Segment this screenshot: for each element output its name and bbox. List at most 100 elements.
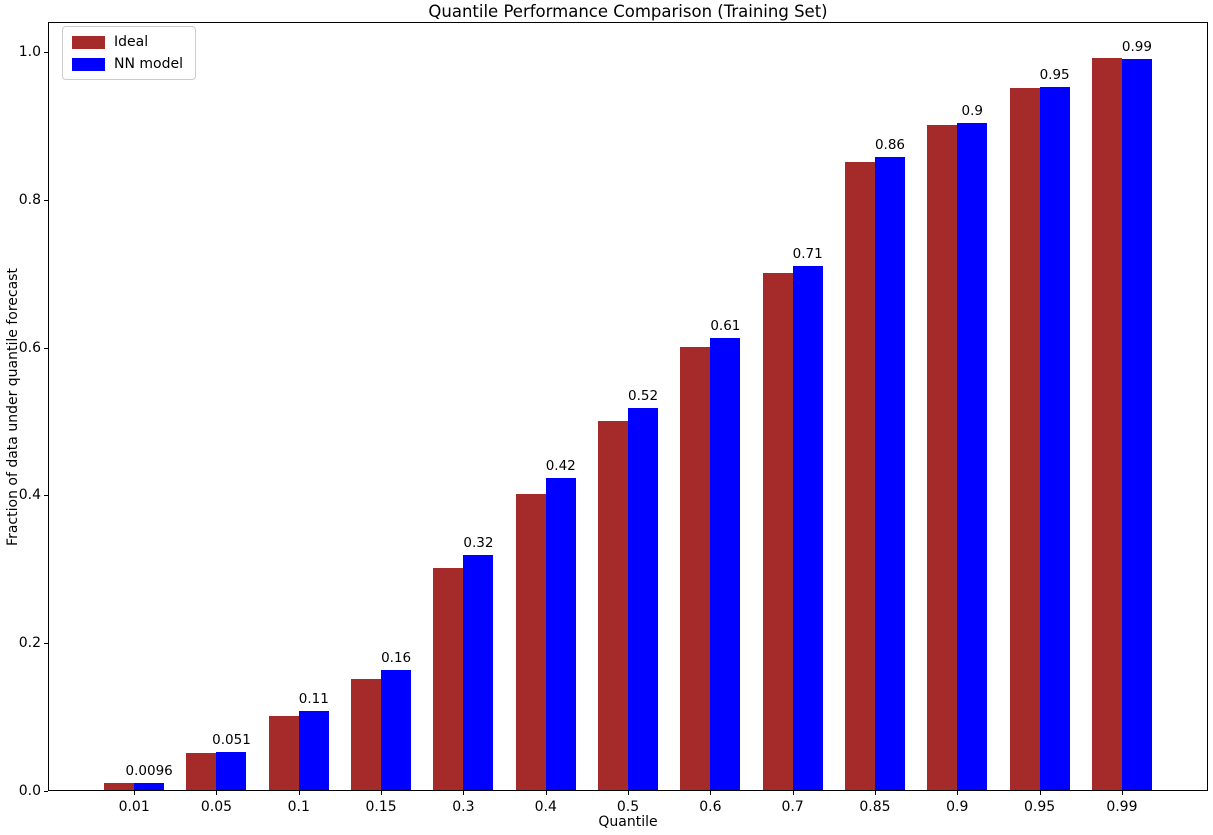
chart-title: Quantile Performance Comparison (Trainin…: [428, 2, 828, 21]
bar-value-label: 0.16: [381, 649, 412, 666]
bar-ideal: [515, 494, 546, 790]
bar-ideal: [104, 782, 135, 790]
bar-nn-model: [957, 122, 988, 790]
y-tick-mark: [44, 791, 48, 792]
x-tick-mark: [545, 791, 547, 795]
bar-ideal: [598, 420, 629, 790]
legend-swatch: [72, 57, 105, 71]
bar-nn-model: [628, 407, 659, 790]
bar-nn-model: [874, 156, 905, 790]
bar-ideal: [762, 272, 793, 790]
x-tick-label: 0.5: [616, 799, 640, 815]
x-tick-label: 0.1: [287, 799, 310, 815]
bar-value-label: 0.52: [628, 387, 659, 404]
legend-label: Ideal: [114, 34, 149, 50]
x-tick-mark: [216, 791, 218, 795]
x-tick-label: 0.85: [859, 799, 891, 815]
x-tick-label: 0.3: [452, 799, 475, 815]
legend-item: Ideal: [72, 34, 183, 50]
bar-value-label: 0.95: [1039, 67, 1070, 84]
x-tick-mark: [298, 791, 300, 795]
legend-item: NN model: [72, 56, 183, 72]
x-tick-label: 0.01: [118, 799, 150, 815]
bar-ideal: [844, 161, 875, 790]
x-tick-mark: [792, 791, 794, 795]
x-tick-mark: [1039, 791, 1041, 795]
bar-nn-model: [381, 669, 412, 790]
bar-nn-model: [1121, 59, 1152, 790]
x-tick-label: 0.05: [200, 799, 233, 815]
plot-area: 0.0096 0.01 0.051 0.05 0.11 0.1 0.16 0.15 0.32 0.…: [48, 22, 1208, 815]
bar-value-label: 0.42: [545, 458, 576, 475]
x-tick-label: 0.6: [699, 799, 722, 815]
bar-group: 0.99 0.99: [1081, 23, 1163, 815]
bar-value-label: 0.11: [298, 690, 329, 707]
legend-swatch: [72, 35, 105, 49]
x-tick-mark: [134, 791, 136, 795]
x-tick-label: 0.4: [534, 799, 557, 815]
y-tick-label: 0.2: [18, 635, 41, 652]
bar-group: 0.16 0.15: [340, 23, 422, 815]
bar-group: 0.86 0.85: [834, 23, 916, 815]
bar-nn-model: [710, 338, 741, 790]
bar-nn-model: [792, 266, 823, 790]
legend: Ideal NN model: [62, 26, 196, 80]
bar-ideal: [268, 716, 299, 790]
bar-value-label: 0.0096: [125, 762, 173, 779]
x-tick-mark: [874, 791, 876, 795]
bar-value-label: 0.99: [1121, 39, 1152, 56]
bar-ideal: [1091, 58, 1122, 790]
bar-group: 0.95 0.95: [998, 23, 1080, 815]
bar-group: 0.9 0.9: [916, 23, 998, 815]
y-axis-label: Fraction of data under quantile forecast: [5, 268, 21, 546]
x-tick-label: 0.95: [1024, 799, 1056, 815]
x-tick-label: 0.9: [946, 799, 969, 815]
y-tick-label: 0.8: [18, 191, 41, 208]
bar-group: 0.32 0.3: [422, 23, 504, 815]
bar-group: 0.0096 0.01: [93, 23, 175, 815]
x-tick-label: 0.15: [365, 799, 397, 815]
x-tick-mark: [957, 791, 959, 795]
bar-group: 0.42 0.4: [505, 23, 587, 815]
bar-group: 0.61 0.6: [669, 23, 751, 815]
y-tick-label: 1.0: [18, 44, 41, 60]
bar-group: 0.11 0.1: [258, 23, 340, 815]
legend-label: NN model: [114, 56, 183, 72]
x-tick-mark: [381, 791, 383, 795]
y-tick-mark: [44, 199, 48, 201]
bar-ideal: [433, 568, 464, 790]
bar-ideal: [351, 679, 382, 790]
x-tick-mark: [628, 791, 630, 795]
x-tick-label: 0.7: [781, 799, 804, 815]
y-tick-mark: [44, 52, 48, 53]
y-tick-label: 0.6: [18, 339, 41, 356]
bar-group: 0.52 0.5: [587, 23, 669, 815]
bar-ideal: [1009, 87, 1040, 790]
bar-value-label: 0.61: [710, 318, 741, 335]
y-tick-mark: [44, 495, 48, 497]
bar-nn-model: [134, 782, 165, 790]
y-tick-mark: [44, 347, 48, 349]
x-tick-label: 0.99: [1106, 799, 1138, 815]
bar-value-label: 0.051: [212, 732, 251, 749]
bar-ideal: [680, 346, 711, 790]
bar-value-label: 0.32: [463, 535, 494, 551]
bar-ideal: [186, 753, 217, 790]
bar-nn-model: [545, 478, 576, 790]
bars-container: 0.0096 0.01 0.051 0.05 0.11 0.1 0.16 0.15 0.32 0.…: [49, 23, 1207, 815]
bar-nn-model: [298, 710, 329, 790]
y-tick-label: 0.0: [18, 783, 41, 799]
y-tick-mark: [44, 643, 48, 645]
bar-ideal: [927, 124, 958, 790]
bar-value-label: 0.71: [792, 246, 823, 263]
bar-value-label: 0.9: [961, 102, 984, 119]
bar-nn-model: [216, 752, 247, 790]
x-tick-mark: [1121, 791, 1123, 795]
x-tick-mark: [463, 791, 465, 795]
x-axis-label: Quantile: [598, 814, 658, 830]
bar-group: 0.71 0.7: [752, 23, 834, 815]
bar-group: 0.051 0.05: [175, 23, 257, 815]
bar-nn-model: [1039, 87, 1070, 790]
x-tick-mark: [710, 791, 712, 795]
